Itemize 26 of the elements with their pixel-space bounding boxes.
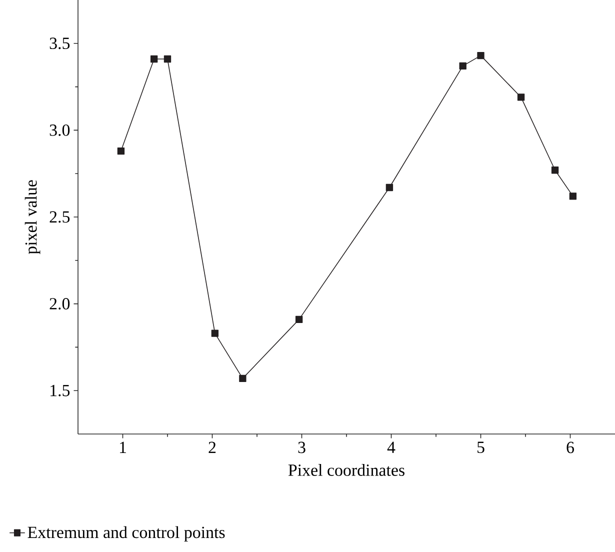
y-tick-label: 3.0	[50, 124, 70, 136]
y-tick-label: 2.5	[50, 211, 70, 223]
y-tick-label: 2.0	[50, 298, 70, 310]
point	[295, 316, 303, 324]
point	[164, 55, 172, 63]
point	[477, 52, 484, 60]
x-tick-label: 2	[208, 442, 216, 453]
legend-label: Extremum and control points	[28, 526, 225, 542]
x-tick-label: 5	[478, 442, 484, 454]
x-tick-label: 6	[566, 442, 574, 454]
point	[551, 166, 559, 174]
point	[150, 55, 158, 63]
point	[517, 94, 525, 101]
point	[239, 374, 246, 382]
point	[117, 147, 125, 155]
y-axis-title: pixel value	[24, 180, 40, 254]
x-tick-label: 1	[120, 442, 126, 453]
point	[211, 330, 219, 337]
x-tick-label: 4	[387, 442, 396, 453]
y-tick-label: 3.5	[50, 38, 70, 50]
point	[569, 192, 577, 200]
point	[459, 62, 466, 70]
y-tick-label: 1.5	[50, 384, 70, 396]
x-tick-label: 3	[298, 442, 306, 454]
x-axis-title: Pixel coordinates	[288, 464, 404, 476]
point	[386, 184, 394, 192]
